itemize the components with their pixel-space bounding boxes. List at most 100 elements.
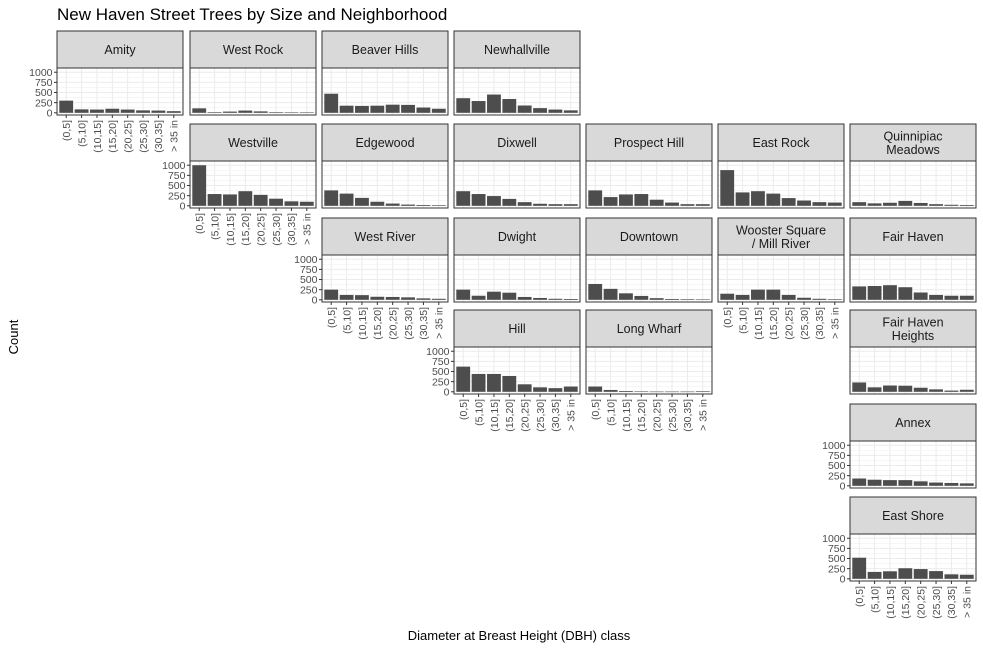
- bar: [502, 99, 517, 113]
- bar: [355, 197, 369, 206]
- bar: [207, 112, 222, 113]
- bar: [695, 204, 710, 206]
- bar: [487, 94, 501, 113]
- bar: [867, 387, 882, 392]
- bar: [588, 386, 603, 392]
- bar: [487, 196, 501, 206]
- x-tick-label: (25,30]: [667, 399, 679, 432]
- bar: [852, 202, 867, 206]
- x-tick-label: (30,35]: [153, 120, 165, 153]
- panel-wooster-square-mill-river: Wooster Square / Mill River (0,5] (5,10] (10…: [717, 217, 845, 340]
- bar: [120, 109, 135, 113]
- y-tick-label: 0: [180, 200, 186, 212]
- bar: [487, 291, 501, 300]
- plot-background: [850, 347, 976, 394]
- x-tick-label: (20,25]: [519, 399, 531, 432]
- strip-background: [453, 123, 581, 162]
- bar: [665, 391, 679, 393]
- bar: [867, 203, 882, 206]
- bar: [812, 298, 827, 300]
- y-tick-label: 0: [840, 480, 846, 492]
- bar: [416, 298, 431, 300]
- x-tick-label: (15,20]: [900, 586, 912, 619]
- bar: [502, 375, 517, 392]
- bar: [151, 110, 166, 113]
- bar: [284, 201, 299, 206]
- x-axis-title: Diameter at Breast Height (DBH) class: [408, 628, 631, 643]
- x-tick-label: (10,15]: [225, 213, 237, 246]
- bar: [603, 197, 618, 206]
- bar: [588, 190, 603, 206]
- y-tick-label: 1000: [294, 254, 318, 266]
- bar: [253, 194, 268, 206]
- bar: [852, 557, 867, 579]
- panel-border: [849, 160, 977, 209]
- bar: [852, 382, 867, 392]
- bar: [324, 289, 339, 300]
- strip-label: Amity: [104, 43, 136, 57]
- bar: [355, 105, 369, 113]
- strip-label: Annex: [895, 416, 931, 430]
- bar: [913, 569, 928, 579]
- bar: [456, 366, 471, 392]
- x-tick-label: > 35 in: [302, 213, 314, 245]
- y-tick-label: 250: [35, 97, 53, 109]
- bar: [812, 202, 827, 206]
- plot-background: [322, 255, 448, 302]
- y-tick-label: 250: [828, 563, 846, 575]
- x-tick-label: (5,10]: [341, 307, 353, 334]
- bar: [548, 109, 563, 113]
- bar: [533, 387, 547, 392]
- x-tick-label: > 35 in: [962, 586, 974, 618]
- strip-background: [56, 30, 184, 69]
- x-tick-label: (10,15]: [621, 399, 633, 432]
- strip-background: [849, 123, 977, 162]
- bar: [207, 194, 222, 206]
- bar: [563, 110, 578, 113]
- bar: [456, 98, 471, 113]
- bar: [883, 480, 897, 486]
- bar: [471, 194, 486, 206]
- x-tick-label: (5,10]: [473, 399, 485, 426]
- bar: [385, 104, 400, 113]
- x-tick-label: (15,20]: [504, 399, 516, 432]
- panel-border: [585, 346, 713, 395]
- strip-label: Fair Haven: [882, 230, 943, 244]
- bar: [959, 295, 974, 300]
- bar: [471, 373, 486, 392]
- bar: [517, 202, 532, 206]
- x-tick-label: (15,20]: [372, 307, 384, 340]
- x-tick-label: (0,5]: [854, 586, 866, 607]
- bar: [339, 105, 354, 113]
- bar: [284, 112, 299, 113]
- bar: [502, 292, 517, 300]
- bar: [665, 298, 679, 300]
- y-tick-label: 750: [300, 264, 318, 276]
- y-tick-label: 1000: [822, 440, 846, 452]
- x-tick-label: (25,30]: [271, 213, 283, 246]
- bar: [649, 298, 664, 300]
- strip-background: [189, 30, 317, 69]
- bar: [74, 109, 89, 113]
- strip-background: [453, 217, 581, 256]
- y-tick-label: 250: [828, 470, 846, 482]
- bar: [487, 373, 501, 392]
- bar: [929, 482, 943, 486]
- bar: [355, 295, 369, 300]
- bar: [533, 297, 547, 300]
- x-tick-label: (10,15]: [92, 120, 104, 153]
- bar: [563, 386, 578, 392]
- strip-background: [849, 403, 977, 442]
- bar: [913, 292, 928, 300]
- bar: [929, 294, 943, 300]
- panel-border: [717, 254, 845, 303]
- panel-fair-haven: Fair Haven: [849, 217, 977, 303]
- bar: [883, 285, 897, 300]
- bar: [533, 203, 547, 206]
- bar: [603, 288, 618, 300]
- bar: [867, 286, 882, 300]
- bar: [898, 385, 913, 392]
